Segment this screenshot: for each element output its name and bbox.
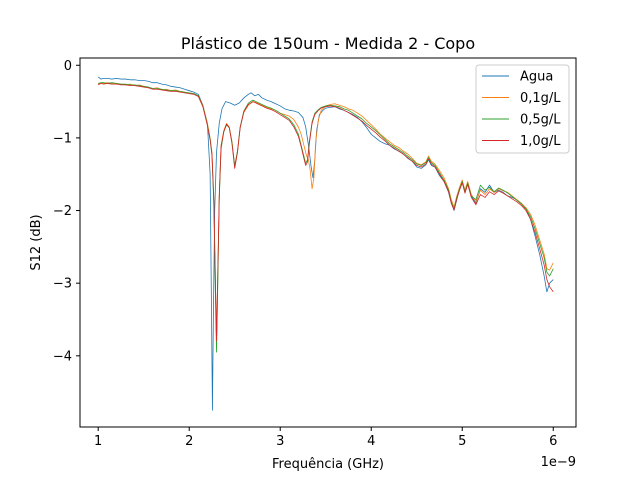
legend-entry-label: 1,0g/L — [520, 134, 561, 149]
series-line-4 — [98, 83, 554, 342]
legend: Agua 0,1g/L 0,5g/L 1,0g/L — [475, 64, 570, 154]
x-tick-label: 5 — [458, 434, 466, 449]
legend-entry-label: 0,1g/L — [520, 91, 561, 106]
y-tick-label: −4 — [53, 349, 72, 364]
y-tick-label: −3 — [53, 277, 72, 292]
legend-box — [475, 64, 570, 154]
y-axis-label: S12 (dB) — [29, 214, 44, 270]
plot-series-group — [97, 76, 554, 411]
legend-entry-label: Agua — [520, 70, 553, 85]
x-tick-label: 1 — [94, 434, 102, 449]
legend-entry-label: 0,5g/L — [520, 113, 561, 128]
x-tick-label: 2 — [185, 434, 193, 449]
x-axis-label: Frequência (GHz) — [272, 457, 384, 472]
y-tick-label: 0 — [64, 59, 72, 74]
y-tick-label: −2 — [53, 204, 72, 219]
y-tick-label: −1 — [53, 131, 72, 146]
x-tick-label: 6 — [549, 434, 557, 449]
x-axis-offset-label: 1e−9 — [541, 455, 576, 470]
x-tick-label: 4 — [367, 434, 375, 449]
chart-title: Plástico de 150um - Medida 2 - Copo — [181, 34, 475, 53]
x-tick-label: 3 — [276, 434, 284, 449]
plot-frame — [79, 57, 577, 428]
axis-ticks-group: 1 2 3 4 5 6 0 −1 −2 −3 −4 — [53, 59, 558, 449]
